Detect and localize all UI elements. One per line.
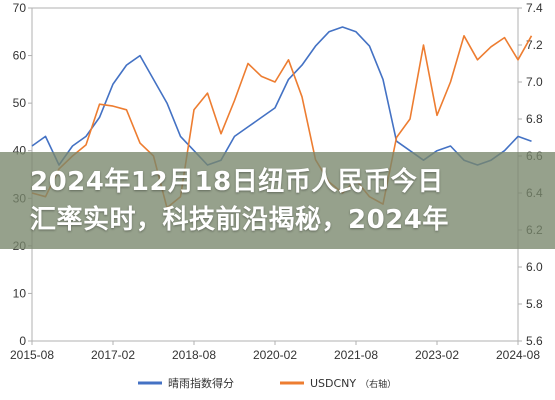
x-tick-label: 2015-08 [10, 348, 54, 362]
headline-line-2: 汇率实时，科技前沿揭秘，2024年 [30, 204, 449, 235]
legend-label-usdcny: USDCNY （右轴） [310, 377, 396, 390]
legend-right-axis-note: （右轴） [360, 378, 396, 390]
series-line-usdcny [31, 35, 533, 209]
x-tick-label: 2023-02 [415, 348, 459, 362]
headline-banner: 2024年12月18日纽币人民币今日 汇率实时，科技前沿揭秘，2024年 [0, 152, 555, 249]
left-tick-label: 50 [13, 96, 27, 110]
x-tick-label: 2021-08 [334, 348, 378, 362]
right-tick-label: 5.6 [526, 334, 543, 348]
legend-series-name: USDCNY [310, 377, 356, 390]
left-tick-label: 0 [19, 334, 26, 348]
left-tick-label: 60 [13, 49, 27, 63]
x-tick-label: 2020-02 [253, 348, 297, 362]
x-tick-label: 2024-08 [496, 348, 540, 362]
right-tick-label: 6.0 [526, 260, 543, 274]
right-tick-label: 7.2 [526, 38, 543, 52]
right-tick-label: 5.8 [526, 297, 543, 311]
right-tick-label: 7.0 [526, 75, 543, 89]
x-tick-label: 2018-08 [172, 348, 216, 362]
left-tick-label: 70 [13, 1, 27, 15]
right-tick-label: 6.8 [526, 112, 543, 126]
headline-line-1: 2024年12月18日纽币人民币今日 [30, 166, 444, 197]
left-tick-label: 10 [13, 286, 27, 300]
x-axis-ticks: 2015-08 2017-02 2018-08 2020-02 2021-08 2023-… [10, 341, 540, 362]
right-tick-label: 7.4 [526, 1, 543, 15]
series-line-score [31, 26, 532, 166]
legend: 晴雨指数得分 USDCNY （右轴） [138, 376, 396, 390]
x-tick-label: 2017-02 [91, 348, 135, 362]
legend-label-score: 晴雨指数得分 [168, 376, 234, 390]
series-lines [31, 26, 533, 209]
